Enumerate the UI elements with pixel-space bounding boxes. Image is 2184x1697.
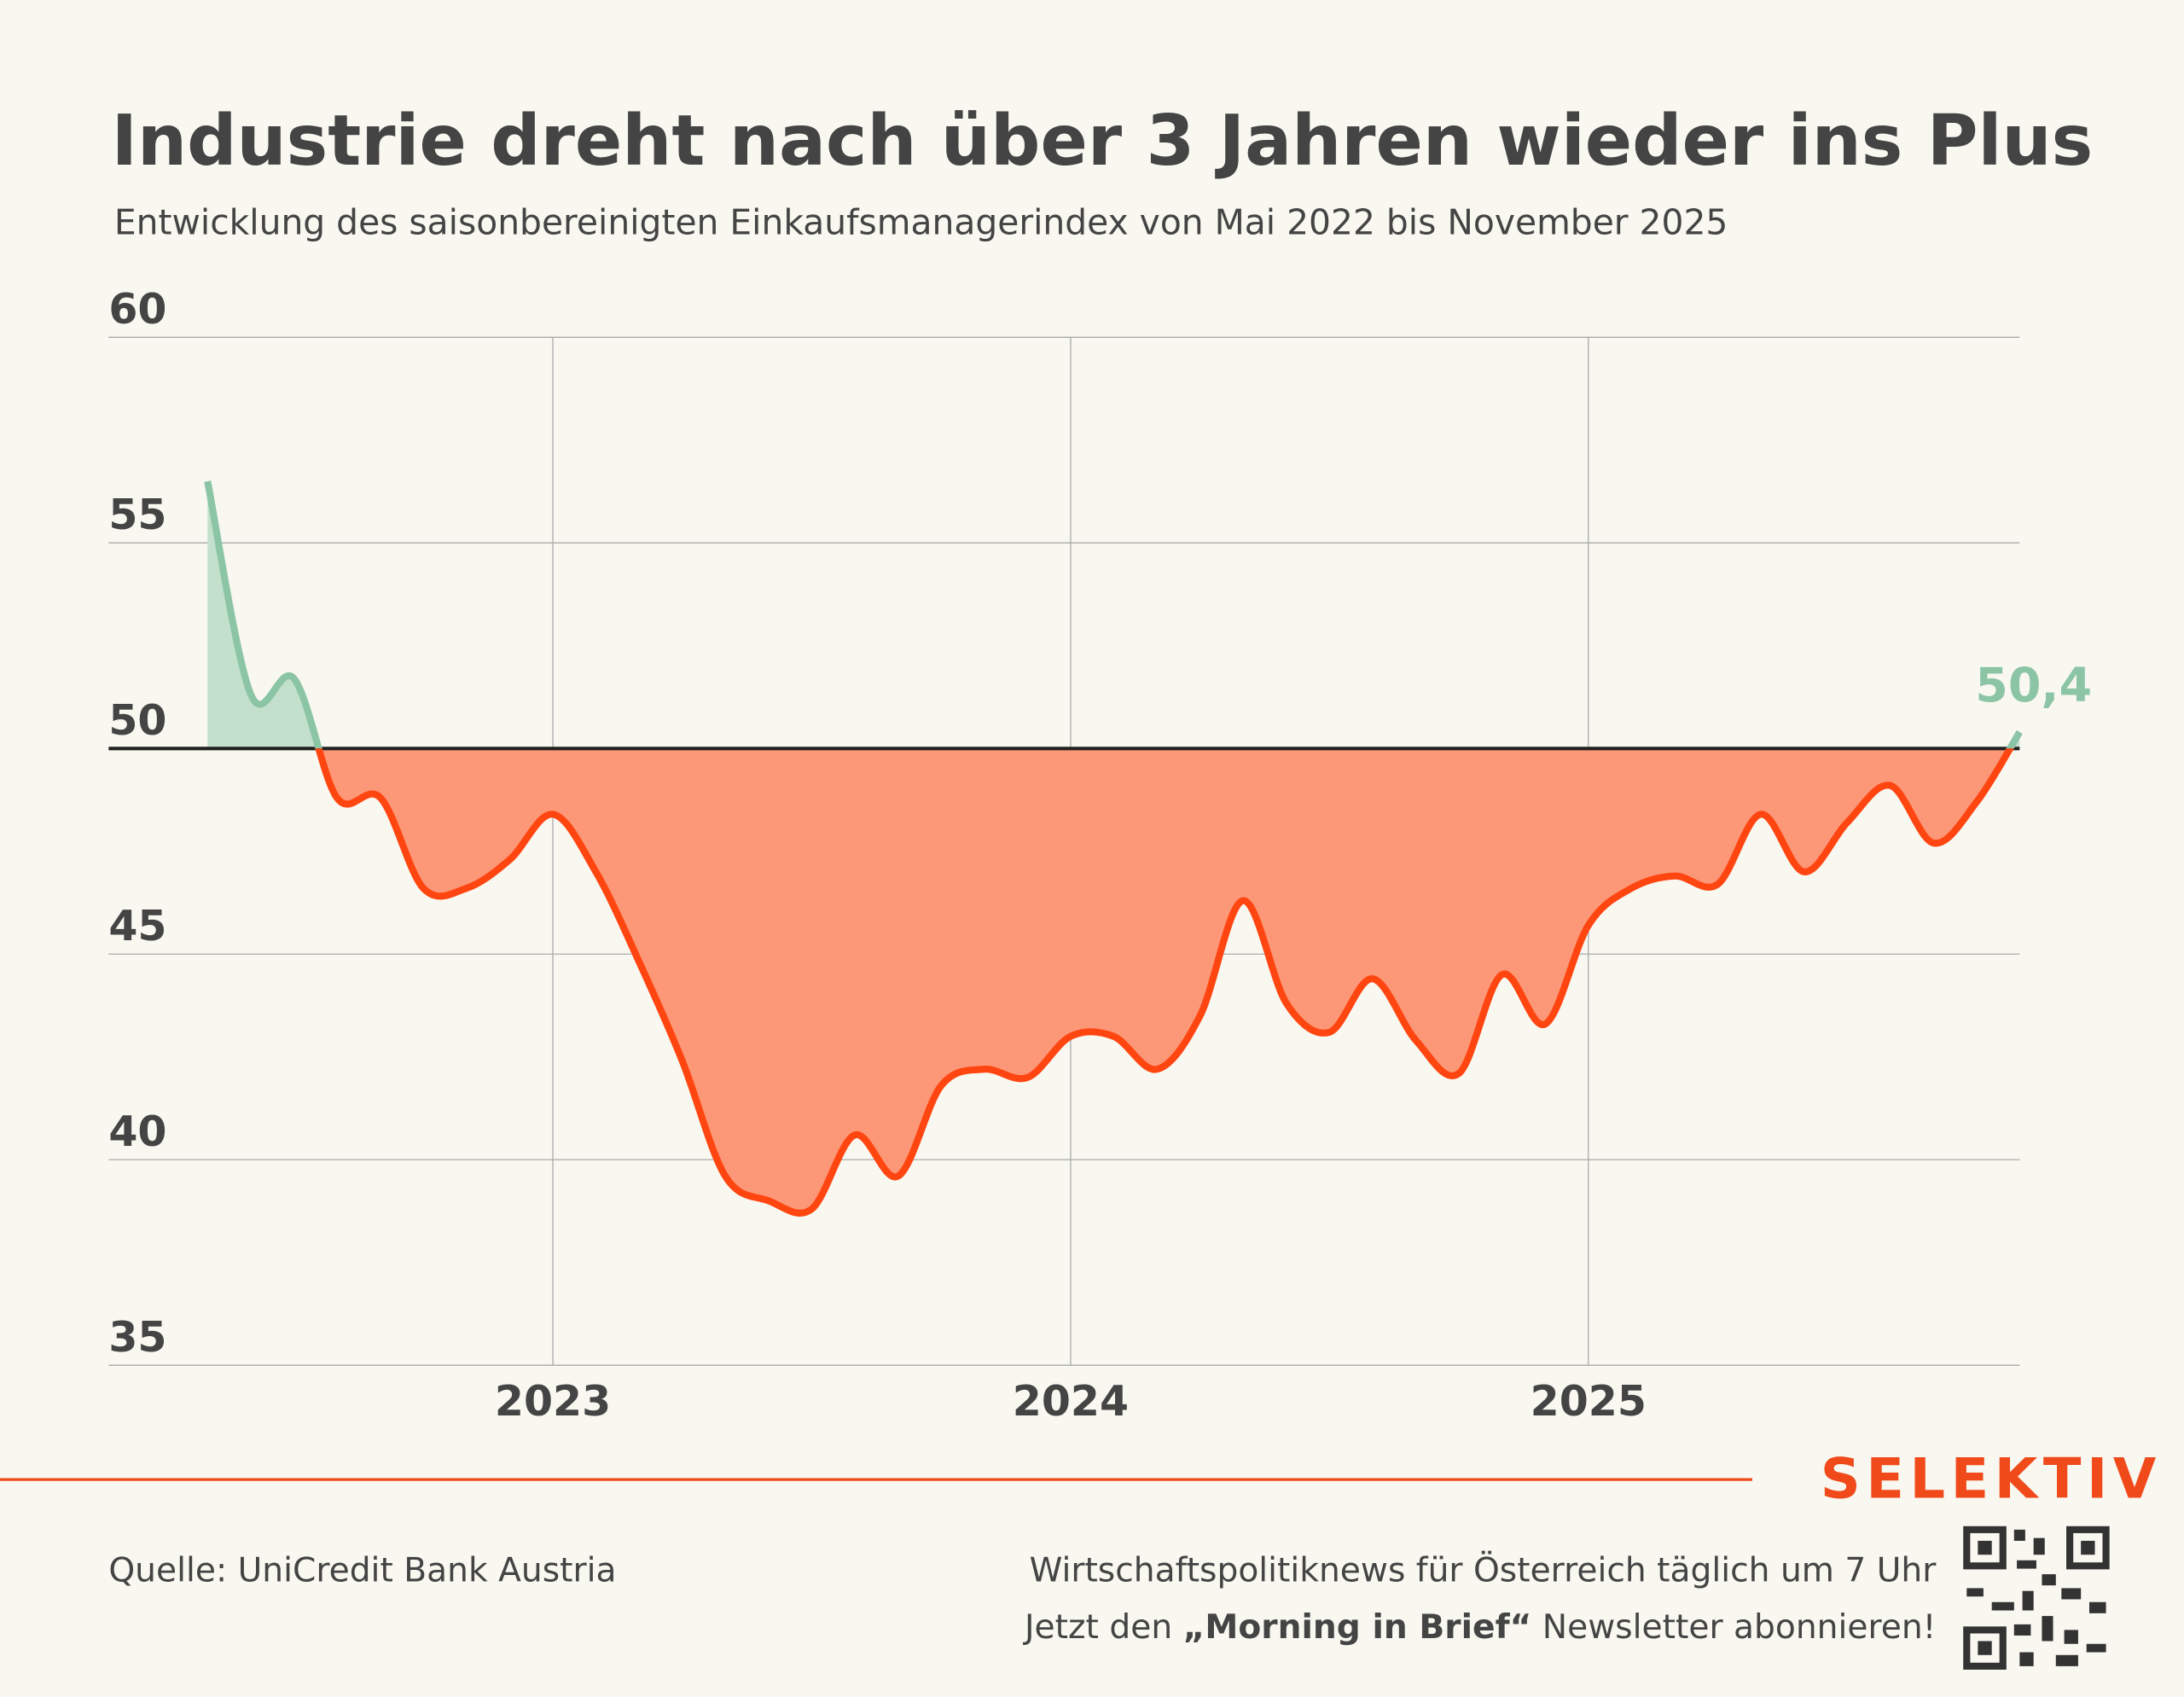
promo-bold: „Morning in Brief“ [1183, 1608, 1532, 1647]
promo-line: Wirtschaftspolitiknews für Österreich tä… [1030, 1550, 1937, 1589]
x-tick-label: 2024 [1013, 1377, 1129, 1426]
y-tick-label: 50 [108, 696, 166, 745]
chart-subtitle: Entwicklung des saisonbereinigten Einkau… [114, 202, 1728, 243]
qr-code [1963, 1526, 2110, 1670]
y-tick-label: 60 [108, 285, 166, 334]
value-label: 50,4 [1975, 658, 2092, 713]
promo-text: Newsletter abonnieren! [1531, 1608, 1936, 1647]
source: Quelle: UniCredit Bank Austria [108, 1551, 616, 1589]
y-tick-label: 55 [108, 491, 166, 539]
line-below [315, 748, 2014, 1217]
plot-area: 35 40 45 50 55 60 2023 2024 2025 50,4 [108, 285, 2092, 1426]
x-tick-label: 2023 [495, 1377, 611, 1426]
x-tick-label: 2025 [1531, 1377, 1647, 1426]
chart-title: Industrie dreht nach über 3 Jahren wiede… [112, 101, 2094, 182]
promo-line: Jetzt den „Morning in Brief“ Newsletter … [1022, 1608, 1936, 1647]
promo-text: Jetzt den [1022, 1608, 1183, 1647]
brand: SELEKTIV [1821, 1446, 2162, 1511]
area-below [318, 748, 2011, 1213]
y-tick-label: 35 [108, 1313, 166, 1362]
y-tick-label: 45 [108, 902, 166, 950]
y-tick-label: 40 [108, 1107, 166, 1156]
